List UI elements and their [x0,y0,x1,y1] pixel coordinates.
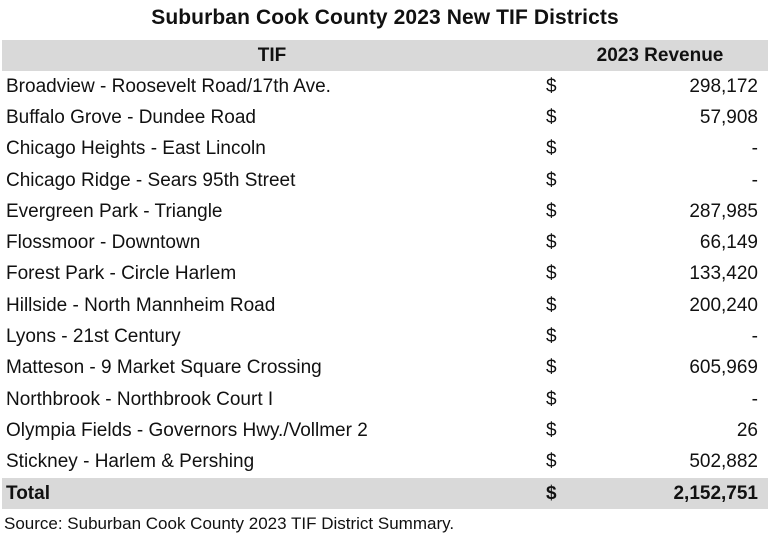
table-row: Flossmoor - Downtown $ 66,149 [2,227,768,258]
currency-symbol: $ [546,169,557,191]
total-currency-symbol: $ [546,482,557,504]
currency-symbol: $ [546,263,557,285]
tif-name: Lyons - 21st Century [6,326,181,348]
tif-name: Chicago Heights - East Lincoln [6,138,266,160]
revenue-value: 133,420 [689,263,758,285]
tif-name: Stickney - Harlem & Pershing [6,451,255,473]
tif-name: Broadview - Roosevelt Road/17th Ave. [6,75,331,97]
header-row: TIF 2023 Revenue [2,40,768,71]
revenue-value: 298,172 [689,75,758,97]
tif-name: Olympia Fields - Governors Hwy./Vollmer … [6,419,368,441]
tif-table: TIF 2023 Revenue Broadview - Roosevelt R… [2,40,768,510]
tif-name: Chicago Ridge - Sears 95th Street [6,169,296,191]
table-row: Hillside - North Mannheim Road $ 200,240 [2,290,768,321]
total-label: Total [6,482,50,504]
revenue-value: 502,882 [689,451,758,473]
tif-name: Evergreen Park - Triangle [6,200,223,222]
currency-symbol: $ [546,75,557,97]
revenue-value: - [751,138,758,160]
revenue-value: 605,969 [689,357,758,379]
tif-name: Buffalo Grove - Dundee Road [6,106,256,128]
currency-symbol: $ [546,138,557,160]
currency-symbol: $ [546,232,557,254]
table-row: Northbrook - Northbrook Court I $ - [2,384,768,415]
table-row: Olympia Fields - Governors Hwy./Vollmer … [2,415,768,446]
currency-symbol: $ [546,357,557,379]
table-row: Buffalo Grove - Dundee Road $ 57,908 [2,102,768,133]
currency-symbol: $ [546,326,557,348]
table-title: Suburban Cook County 2023 New TIF Distri… [151,6,619,29]
tif-name: Northbrook - Northbrook Court I [6,388,274,410]
table-row: Forest Park - Circle Harlem $ 133,420 [2,259,768,290]
tif-name: Matteson - 9 Market Square Crossing [6,357,322,379]
header-tif: TIF [257,44,287,66]
currency-symbol: $ [546,451,557,473]
currency-symbol: $ [546,200,557,222]
revenue-value: - [751,388,758,410]
tif-name: Flossmoor - Downtown [6,232,201,254]
revenue-value: 26 [736,419,758,441]
revenue-value: 287,985 [689,200,758,222]
currency-symbol: $ [546,294,557,316]
table-row: Broadview - Roosevelt Road/17th Ave. $ 2… [2,71,768,102]
table-row: Chicago Ridge - Sears 95th Street $ - [2,165,768,196]
revenue-value: 200,240 [689,294,758,316]
header-revenue: 2023 Revenue [596,44,724,66]
table-row: Evergreen Park - Triangle $ 287,985 [2,196,768,227]
table-row: Stickney - Harlem & Pershing $ 502,882 [2,447,768,478]
table-row: Matteson - 9 Market Square Crossing $ 60… [2,353,768,384]
total-value: 2,152,751 [673,482,758,504]
revenue-value: 66,149 [699,232,758,254]
revenue-value: - [751,326,758,348]
total-row: Total $ 2,152,751 [2,477,768,510]
revenue-value: 57,908 [699,106,758,128]
tif-name: Forest Park - Circle Harlem [6,263,237,285]
currency-symbol: $ [546,419,557,441]
source-note: Source: Suburban Cook County 2023 TIF Di… [4,514,455,533]
revenue-value: - [751,169,758,191]
table-row: Chicago Heights - East Lincoln $ - [2,134,768,165]
tif-name: Hillside - North Mannheim Road [6,294,276,316]
currency-symbol: $ [546,388,557,410]
currency-symbol: $ [546,106,557,128]
table-row: Lyons - 21st Century $ - [2,321,768,352]
